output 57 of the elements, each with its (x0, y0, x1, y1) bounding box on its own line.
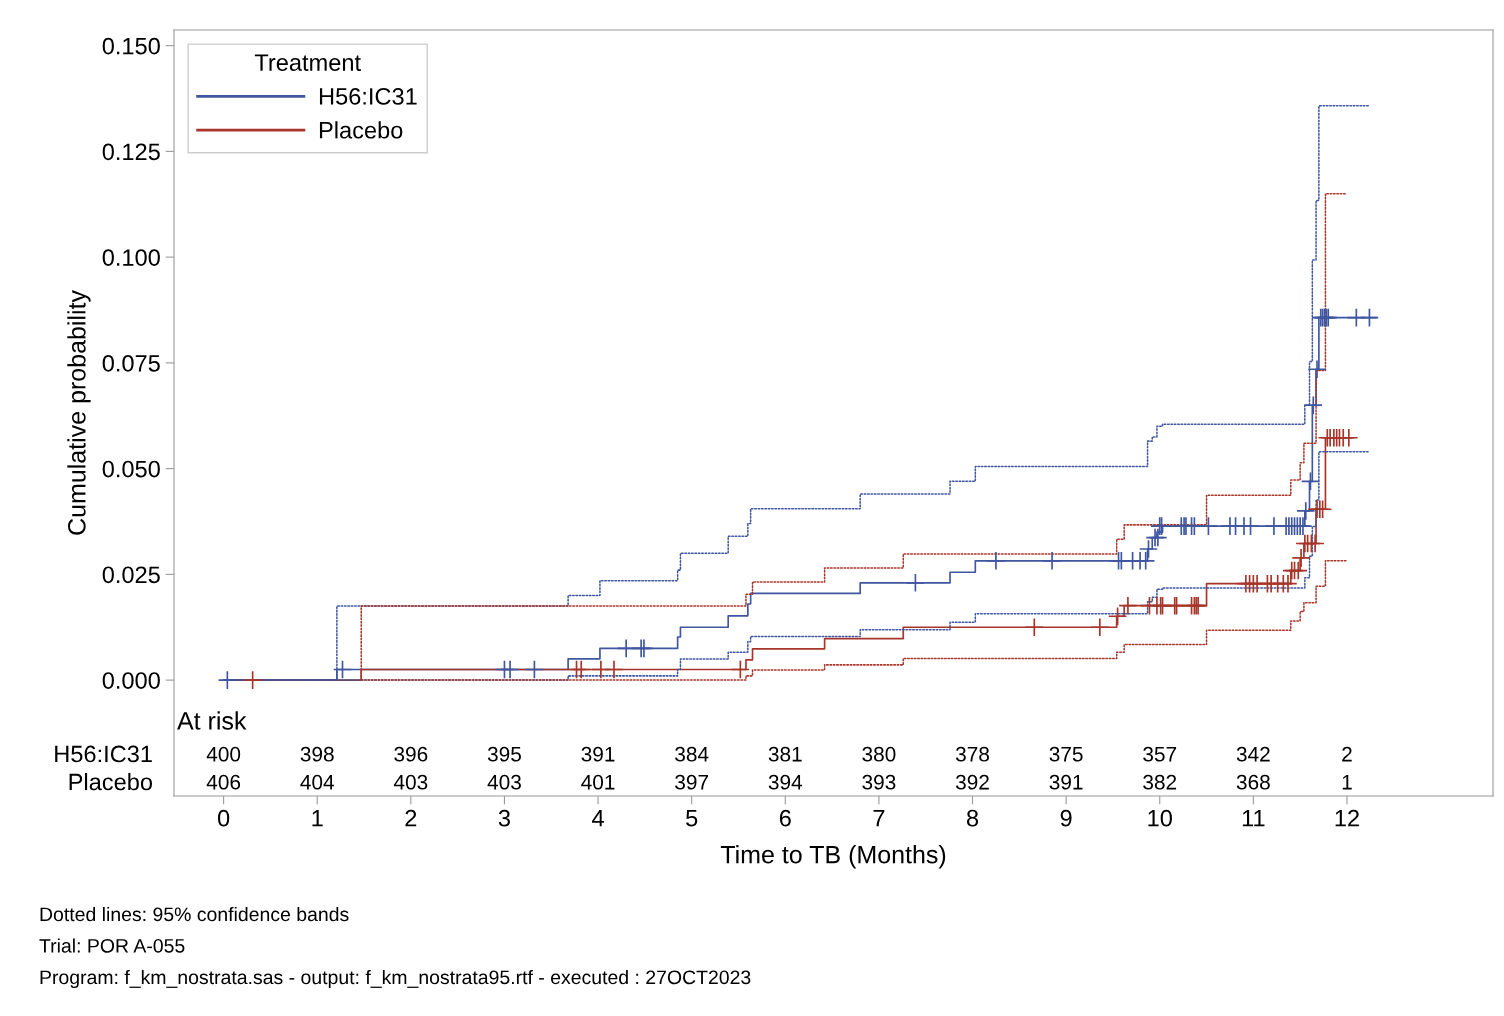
text: Placebo (69, 772, 153, 791)
annotation: 395 (487, 746, 521, 762)
legend-title: Treatment (254, 54, 361, 71)
annotation: 403 (487, 774, 521, 790)
annotation: 382 (1143, 774, 1177, 790)
y-tick-label: 0.000 (102, 672, 160, 689)
text: H56:IC31 (55, 745, 152, 763)
x-tick-label: 4 (592, 810, 604, 827)
annotation: 1 (1342, 775, 1352, 790)
annotation: 391 (1049, 774, 1083, 790)
annotation: 398 (300, 746, 334, 762)
legend-label: Placebo (319, 121, 403, 139)
annotation: At risk (177, 711, 247, 730)
x-axis-title: Time to TB (Months) (720, 845, 946, 869)
annotation: 406 (206, 774, 241, 790)
x-tick-label: 10 (1148, 809, 1172, 827)
annotation: 396 (394, 746, 428, 762)
text: Program: f_km_nostrata.sas - output: f_km_nostrata95.rtf - executed : 27OCT2023 (40, 969, 751, 989)
annotation: 393 (862, 774, 896, 790)
x-tick-label: 1 (312, 810, 323, 827)
annotation: 381 (768, 746, 802, 762)
annotation: 394 (768, 774, 803, 790)
y-tick-label: 0.025 (102, 566, 160, 584)
annotation: 392 (955, 774, 989, 790)
annotation: 2 (1342, 746, 1352, 762)
x-tick-label: 12 (1335, 809, 1359, 827)
annotation: 400 (206, 746, 241, 762)
x-tick-label: 5 (686, 810, 698, 827)
x-tick-label: 11 (1242, 810, 1265, 827)
annotation: 384 (675, 746, 709, 762)
x-tick-label: 7 (873, 810, 885, 827)
y-tick-label: 0.050 (102, 460, 160, 478)
annotation: 403 (393, 774, 428, 790)
annotation: 391 (581, 746, 615, 762)
text: Trial: POR A-055 (39, 938, 185, 953)
x-tick-label: 8 (966, 809, 979, 827)
annotation: 401 (581, 774, 615, 790)
x-tick-label: 9 (1060, 809, 1072, 827)
annotation: 404 (300, 774, 334, 790)
legend-label: H56:IC31 (319, 88, 417, 105)
annotation: 378 (955, 746, 989, 762)
annotation: 357 (1143, 746, 1177, 762)
text: Dotted lines: 95% confidence bands (40, 906, 349, 922)
y-tick-label: 0.075 (102, 354, 160, 372)
x-tick-label: 6 (779, 809, 791, 827)
y-tick-label: 0.150 (102, 37, 160, 55)
y-tick-label: 0.125 (102, 143, 160, 161)
annotation: 397 (675, 774, 709, 790)
annotation: 375 (1049, 746, 1083, 762)
x-tick-label: 0 (217, 809, 230, 827)
annotation: 368 (1236, 774, 1270, 790)
x-tick-label: 2 (405, 809, 417, 827)
x-tick-label: 3 (498, 809, 510, 827)
annotation: 380 (862, 746, 896, 762)
y-tick-label: 0.100 (102, 249, 160, 266)
y-axis-title: Cumulative probability (67, 290, 91, 535)
annotation: 342 (1236, 746, 1270, 762)
